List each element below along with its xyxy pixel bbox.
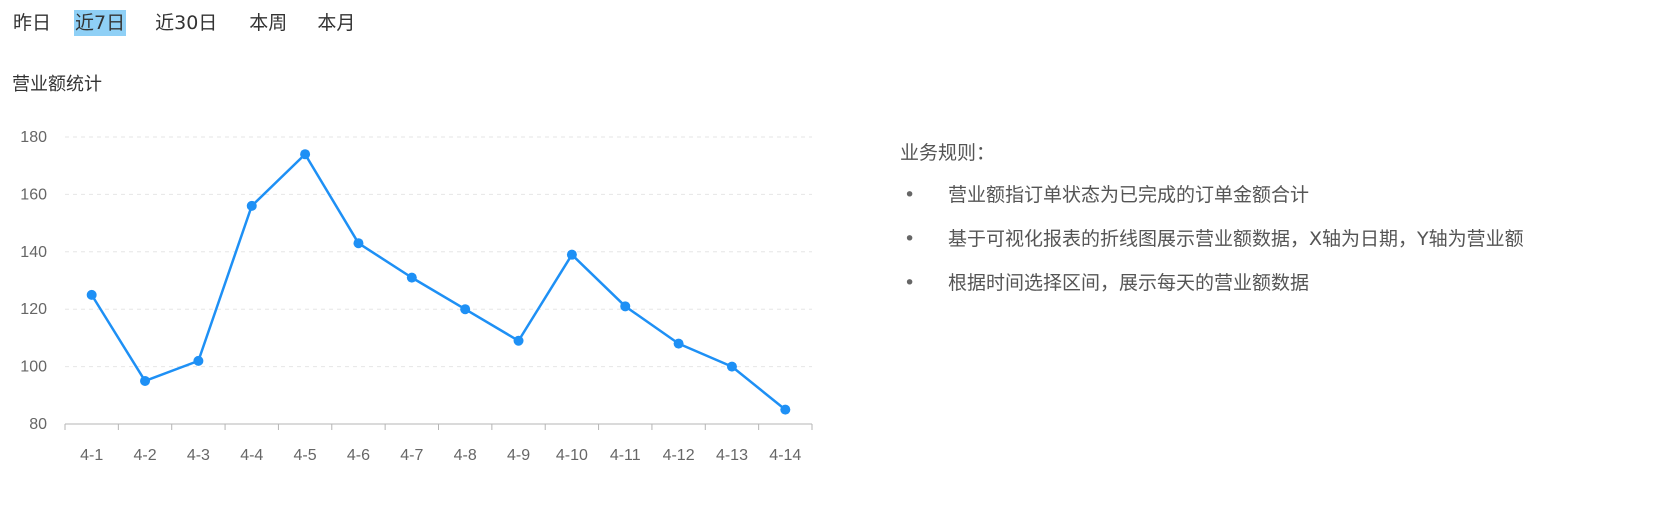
revenue-line-chart: 80 100 120 140 160 180 4-1 4-2 4-3 4-4 4-5 4-6 4-7 4-… [20, 129, 813, 464]
x-tick-label: 4-8 [454, 447, 477, 464]
bullet-icon: • [904, 272, 916, 294]
filter-last-7-days[interactable]: 近7日 [74, 10, 127, 36]
bullet-icon: • [904, 228, 916, 250]
data-point[interactable] [140, 375, 151, 386]
rule-item: • 营业额指订单状态为已完成的订单金额合计 [900, 182, 1680, 208]
data-point[interactable] [780, 404, 791, 415]
data-point[interactable] [620, 301, 631, 312]
filter-last-30-days[interactable]: 近30日 [155, 12, 218, 34]
x-tick-label: 4-12 [663, 447, 695, 464]
x-tick-label: 4-4 [240, 447, 263, 464]
x-tick-label: 4-13 [716, 447, 748, 464]
y-tick-label: 80 [29, 416, 47, 433]
x-tick-label: 4-11 [610, 447, 641, 464]
x-tick-label: 4-10 [556, 447, 588, 464]
rule-text: 基于可视化报表的折线图展示营业额数据，X轴为日期，Y轴为营业额 [948, 228, 1524, 250]
filter-this-week[interactable]: 本周 [249, 12, 288, 34]
series-line [90, 152, 787, 411]
y-tick-label: 160 [20, 186, 47, 203]
data-point[interactable] [246, 200, 257, 211]
data-point[interactable] [193, 355, 204, 366]
y-tick-label: 140 [20, 244, 47, 261]
y-tick-label: 100 [20, 359, 47, 376]
data-point[interactable] [673, 338, 684, 349]
rule-text: 营业额指订单状态为已完成的订单金额合计 [948, 184, 1310, 206]
x-tick-label: 4-1 [80, 447, 103, 464]
data-point[interactable] [300, 149, 311, 160]
x-tick-label: 4-6 [347, 447, 370, 464]
x-tick-label: 4-2 [133, 447, 156, 464]
x-tick-label: 4-7 [400, 447, 423, 464]
section-title: 营业额统计 [12, 74, 102, 95]
rule-text: 根据时间选择区间，展示每天的营业额数据 [948, 272, 1310, 294]
date-range-filter: 昨日 近7日 近30日 本周 本月 [12, 10, 356, 36]
rule-item: • 基于可视化报表的折线图展示营业额数据，X轴为日期，Y轴为营业额 [900, 226, 1680, 252]
data-point[interactable] [353, 238, 364, 249]
chart-grid [65, 136, 812, 368]
data-point[interactable] [726, 361, 737, 372]
filter-this-month[interactable]: 本月 [317, 12, 356, 34]
chart-axes: 80 100 120 140 160 180 4-1 4-2 4-3 4-4 4-5 4-6 4-7 4-… [20, 129, 813, 464]
data-point[interactable] [406, 272, 417, 283]
revenue-chart: 80 100 120 140 160 180 4-1 4-2 4-3 4-4 4-5 4-6 4-7 4-… [0, 110, 880, 510]
data-point[interactable] [86, 289, 97, 300]
x-tick-label: 4-9 [507, 447, 530, 464]
x-tick-label: 4-3 [187, 447, 210, 464]
x-tick-label: 4-5 [294, 447, 317, 464]
data-point[interactable] [460, 304, 471, 315]
data-point[interactable] [513, 335, 524, 346]
filter-yesterday[interactable]: 昨日 [13, 12, 52, 34]
data-point[interactable] [566, 249, 577, 260]
rule-item: • 根据时间选择区间，展示每天的营业额数据 [900, 270, 1680, 296]
y-tick-label: 180 [20, 129, 47, 146]
business-rules: 业务规则： • 营业额指订单状态为已完成的订单金额合计 • 基于可视化报表的折线… [900, 140, 1680, 314]
rules-title: 业务规则： [900, 142, 996, 164]
x-tick-label: 4-14 [769, 447, 801, 464]
chart-series [86, 149, 791, 415]
bullet-icon: • [904, 184, 916, 206]
y-tick-label: 120 [20, 301, 47, 318]
rules-list: • 营业额指订单状态为已完成的订单金额合计 • 基于可视化报表的折线图展示营业额… [900, 182, 1680, 296]
